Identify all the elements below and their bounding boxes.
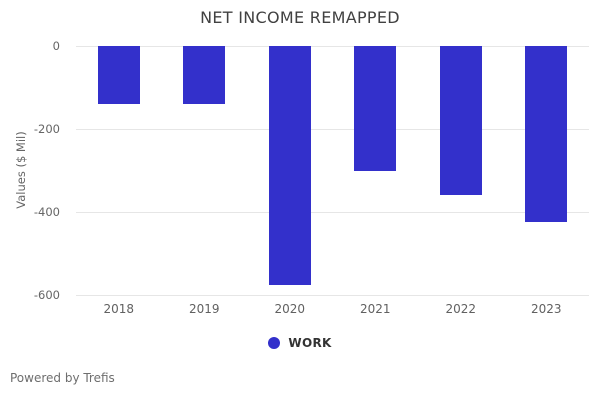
legend[interactable]: WORK (0, 336, 600, 350)
bar-2022[interactable] (439, 46, 482, 196)
x-tick-label: 2019 (188, 302, 220, 316)
x-tick-label: 2021 (359, 302, 391, 316)
powered-by-text: Powered by Trefis (10, 371, 115, 385)
gridline (76, 128, 589, 130)
legend-marker-icon (268, 337, 281, 349)
x-tick-label: 2020 (274, 302, 306, 316)
y-tick-label: 0 (52, 39, 60, 53)
x-tick-label: 2023 (530, 302, 562, 316)
bar-2020[interactable] (268, 46, 311, 285)
y-axis-title: Values ($ Mil) (14, 131, 28, 209)
chart-title: NET INCOME REMAPPED (200, 8, 400, 27)
x-tick-label: 2022 (445, 302, 477, 316)
legend-label: WORK (288, 336, 332, 350)
gridline (76, 294, 589, 296)
y-tick-label: -600 (33, 288, 60, 302)
bar-2021[interactable] (354, 46, 397, 171)
bar-2023[interactable] (525, 46, 568, 223)
y-tick-label: -400 (33, 205, 60, 219)
y-tick-label: -200 (33, 122, 60, 136)
x-tick-label: 2018 (103, 302, 135, 316)
bar-2019[interactable] (183, 46, 226, 105)
gridline (76, 211, 589, 213)
bar-2018[interactable] (97, 46, 140, 105)
gridline (76, 45, 589, 47)
